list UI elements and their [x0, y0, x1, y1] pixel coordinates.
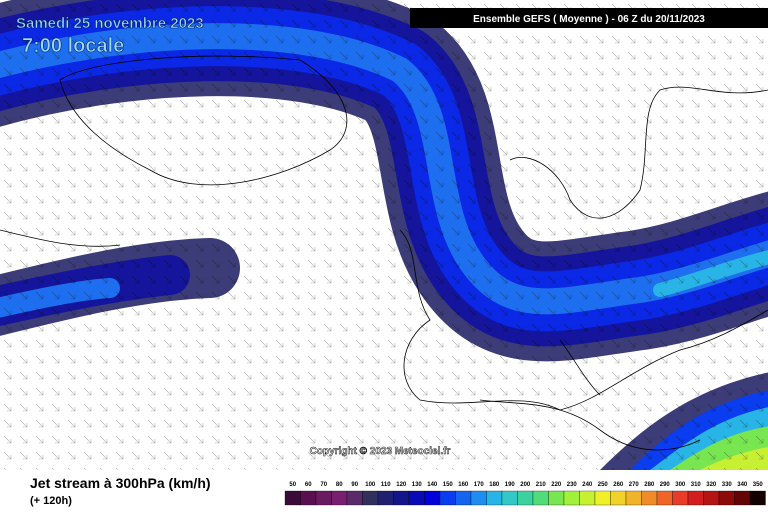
date: Samedi 25 novembre 2023 [16, 15, 204, 32]
legend-label: 270 [629, 482, 640, 488]
legend-swatch [470, 490, 487, 506]
legend-swatch [734, 490, 751, 506]
time: 7:00 locale [22, 35, 124, 57]
legend-label: 210 [536, 482, 547, 488]
legend-swatch [408, 490, 425, 506]
legend-label: 280 [644, 482, 655, 488]
legend-swatch [377, 490, 394, 506]
legend-label: 230 [567, 482, 578, 488]
legend-label: 350 [753, 482, 764, 488]
coastlines [0, 55, 768, 451]
legend-label: 80 [336, 482, 343, 488]
legend-label: 90 [351, 482, 358, 488]
legend-swatch [687, 490, 704, 506]
legend-swatch [315, 490, 332, 506]
legend-swatch [331, 490, 348, 506]
legend: 50 60 70 80 90 100 110 120 130 140 150 160 170 180 190… [284, 482, 766, 506]
legend-swatch [455, 490, 472, 506]
legend-label: 120 [396, 482, 407, 488]
legend-label: 160 [458, 482, 469, 488]
wind-arrows [0, 0, 768, 470]
legend-label: 100 [365, 482, 376, 488]
legend-swatch [300, 490, 317, 506]
legend-label: 50 [289, 482, 296, 488]
legend-swatch [362, 490, 379, 506]
legend-label: 240 [582, 482, 593, 488]
legend-label: 170 [474, 482, 485, 488]
legend-swatch [424, 490, 441, 506]
legend-label: 130 [412, 482, 423, 488]
map-area [0, 0, 768, 470]
legend-label: 310 [691, 482, 702, 488]
legend-swatch [579, 490, 596, 506]
legend-swatch [641, 490, 658, 506]
footer-title: Jet stream à 300hPa (km/h) [30, 475, 211, 491]
legend-swatch [672, 490, 689, 506]
legend-label: 70 [320, 482, 327, 488]
copyright: Copyright © 2023 Meteociel.fr [310, 446, 451, 457]
legend-swatch [563, 490, 580, 506]
legend-label: 250 [598, 482, 609, 488]
legend-label: 180 [489, 482, 500, 488]
legend-label: 220 [551, 482, 562, 488]
legend-label: 320 [706, 482, 717, 488]
legend-label: 60 [305, 482, 312, 488]
header-box [410, 8, 768, 28]
legend-swatch [594, 490, 611, 506]
legend-swatch [517, 490, 534, 506]
legend-label: 110 [381, 482, 391, 488]
legend-swatch [656, 490, 673, 506]
legend-swatch [486, 490, 503, 506]
legend-label: 190 [505, 482, 516, 488]
legend-label: 260 [613, 482, 624, 488]
legend-swatch [439, 490, 456, 506]
legend-swatch [284, 490, 301, 506]
legend-swatch [501, 490, 518, 506]
legend-label: 300 [675, 482, 686, 488]
model-info: Ensemble GEFS ( Moyenne ) - 06 Z du 20/1… [473, 14, 705, 25]
legend-swatch [346, 490, 363, 506]
legend-label: 330 [722, 482, 733, 488]
legend-swatch [718, 490, 735, 506]
legend-swatch [532, 490, 549, 506]
legend-label: 200 [520, 482, 531, 488]
legend-label: 150 [443, 482, 454, 488]
footer-lead: (+ 120h) [30, 495, 72, 507]
legend-swatch [749, 490, 766, 506]
legend-swatch [548, 490, 565, 506]
legend-swatch [703, 490, 720, 506]
legend-swatch [610, 490, 627, 506]
legend-swatch [625, 490, 642, 506]
legend-label: 340 [737, 482, 748, 488]
legend-label: 140 [427, 482, 438, 488]
legend-swatch [393, 490, 410, 506]
legend-label: 290 [660, 482, 671, 488]
